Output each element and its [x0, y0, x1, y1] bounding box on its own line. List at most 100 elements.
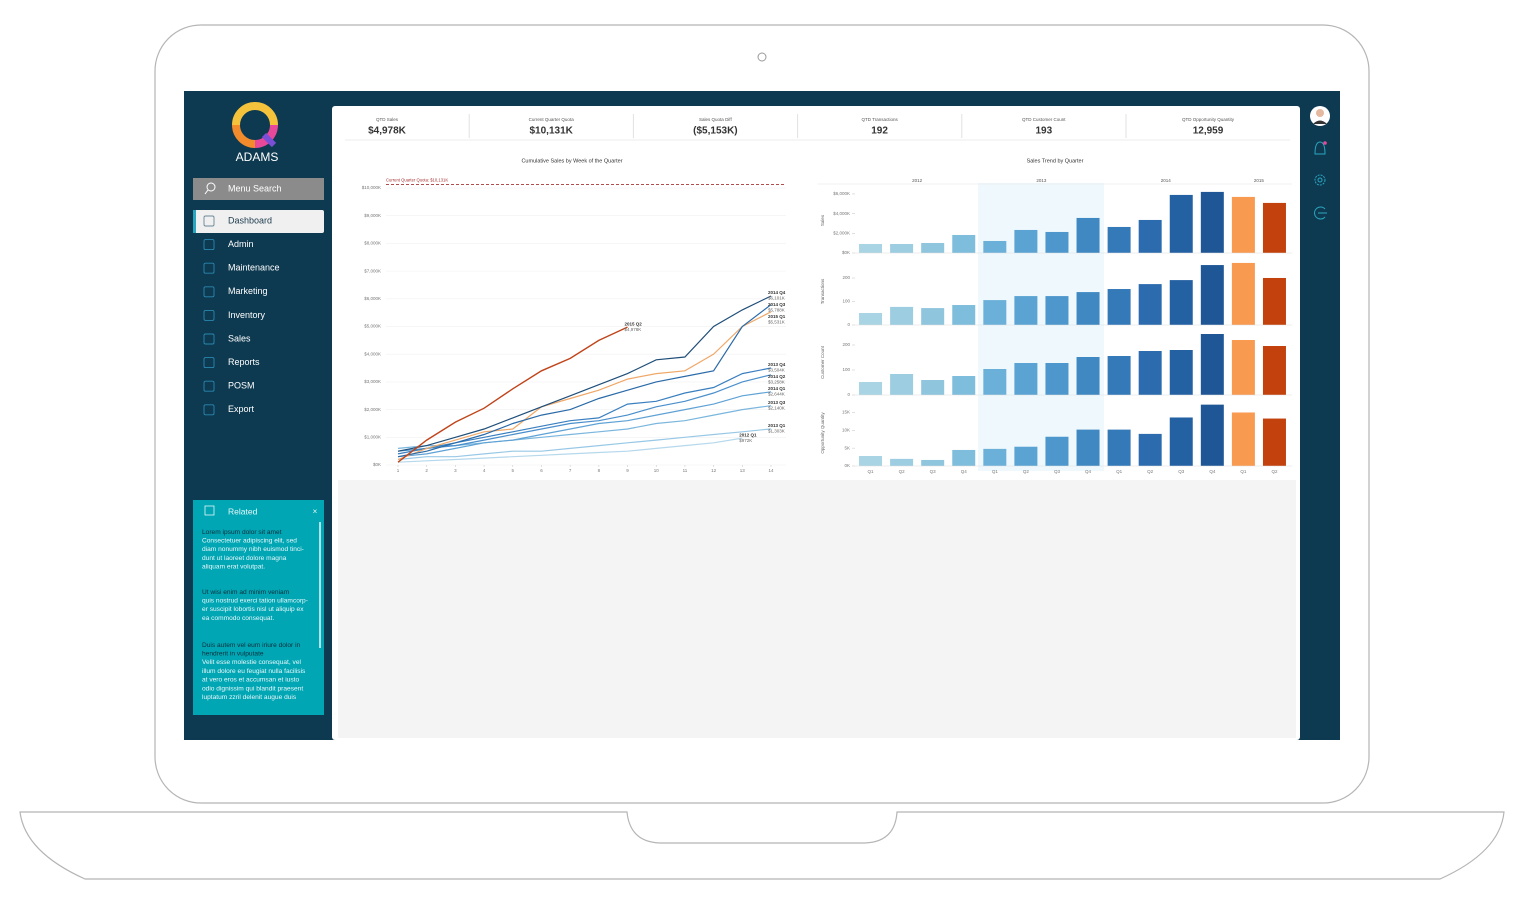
x-tick-label: 6 — [540, 468, 543, 473]
y-tick-label: $2,000K — [364, 407, 381, 412]
related-line: diam nonummy nibh euismod tinci- — [202, 546, 304, 553]
y-tick-label: $10,000K — [362, 185, 381, 190]
search-label: Menu Search — [228, 183, 282, 193]
y-tick-label: $1,000K — [364, 434, 381, 439]
series-label: 2013 Q3 — [768, 400, 786, 405]
series-label: 2012 Q1 — [739, 432, 757, 437]
bell-badge — [1323, 141, 1327, 145]
bar — [1169, 280, 1193, 325]
y-tick-label: $8,000K — [364, 241, 381, 246]
menu-label: POSM — [228, 381, 255, 391]
bar — [1262, 346, 1286, 395]
bar — [952, 449, 976, 466]
kpi-label: QTD Sales — [376, 117, 399, 122]
bar — [1076, 217, 1100, 253]
camera — [757, 52, 767, 62]
bell-icon[interactable] — [1314, 141, 1326, 155]
y-tick-label: $4,000K — [833, 211, 850, 216]
series-line — [397, 428, 772, 461]
related-close[interactable]: × — [313, 507, 318, 516]
bar — [1262, 277, 1286, 325]
bar — [1107, 289, 1131, 325]
group-label: 2014 — [1161, 178, 1172, 183]
bar — [1107, 356, 1131, 395]
related-panel — [193, 500, 324, 715]
x-tick-label: Q4 — [1209, 469, 1216, 474]
panel-axis-title: Transactions — [820, 278, 825, 304]
bar — [859, 243, 883, 253]
x-tick-label: 13 — [740, 468, 746, 473]
related-line: er suscipit lobortis nisl ut aliquip ex — [202, 606, 304, 613]
related-line: hendrerit in vulputate — [202, 650, 264, 657]
bar-chart: Sales Trend by Quarter 2012 2013 2014 2015 Sa… — [818, 158, 1292, 474]
menu-icon — [203, 239, 215, 251]
y-tick-label: 10K — [842, 428, 850, 433]
series-value-label: $6,101K — [768, 296, 785, 301]
y-tick-label: $3,000K — [364, 379, 381, 384]
settings-icon[interactable] — [1314, 174, 1326, 186]
bar — [1262, 202, 1286, 253]
menu-item[interactable] — [193, 375, 324, 398]
brand: ADAMS — [236, 150, 279, 164]
menu-search[interactable] — [193, 178, 324, 200]
x-tick-label: 14 — [768, 468, 774, 473]
bar — [952, 305, 976, 325]
x-tick-label: 11 — [683, 468, 688, 473]
x-tick-label: Q2 — [1147, 469, 1154, 474]
x-tick-label: 8 — [598, 468, 601, 473]
bar — [1138, 284, 1162, 325]
related-line: Duis autem vel eum iriure dolor in — [202, 642, 301, 649]
x-tick-label: 7 — [569, 468, 572, 473]
bar — [1138, 433, 1162, 466]
y-tick-label: 0K — [844, 463, 850, 468]
x-tick-label: 5 — [512, 468, 515, 473]
line-chart: Cumulative Sales by Week of the Quarter $… — [362, 158, 786, 473]
group-label: 2015 — [1254, 178, 1265, 183]
bar — [1231, 196, 1255, 253]
menu-icon — [203, 380, 215, 392]
bar — [890, 458, 914, 466]
menu-icon — [203, 215, 215, 227]
logout-icon[interactable] — [1314, 206, 1327, 220]
menu-item-active[interactable] — [193, 210, 324, 233]
x-tick-label: Q1 — [992, 469, 999, 474]
y-tick-label: $2,000K — [833, 230, 850, 235]
kpi-value: ($5,153K) — [693, 126, 737, 137]
bar — [859, 382, 883, 395]
series-value-label: $3,504K — [768, 368, 785, 373]
menu-item[interactable] — [193, 328, 324, 351]
bar — [921, 242, 945, 253]
series-line — [397, 374, 772, 452]
x-tick-label: 10 — [654, 468, 660, 473]
group-label: 2013 — [1036, 178, 1047, 183]
menu-label: Dashboard — [228, 215, 272, 225]
x-tick-label: Q1 — [1240, 469, 1247, 474]
related-line: luptatum zzril delenit augue duis — [202, 694, 297, 701]
bar — [1200, 191, 1224, 253]
bar — [952, 234, 976, 253]
menu-item[interactable] — [193, 234, 324, 257]
related-line: Lorem ipsum dolor sit amet — [202, 529, 282, 536]
series-label: 2013 Q4 — [768, 362, 786, 367]
y-tick-label: $9,000K — [364, 213, 381, 218]
bar — [921, 380, 945, 395]
kpi-label: QTD Opportunity Quantity — [1182, 117, 1235, 122]
bar — [983, 240, 1007, 253]
x-tick-label: 4 — [483, 468, 486, 473]
panel-axis-title: Opportunity Quantity — [820, 412, 825, 454]
logo — [232, 102, 278, 148]
y-tick-label: 100 — [842, 299, 850, 304]
series-value-label: $4,978K — [625, 327, 642, 332]
bar — [1014, 229, 1038, 253]
y-tick-label: $0K — [373, 462, 381, 467]
menu-item[interactable] — [193, 399, 324, 422]
bar — [1138, 219, 1162, 253]
bar — [921, 308, 945, 325]
chart-title: Cumulative Sales by Week of the Quarter — [521, 158, 622, 164]
x-tick-label: Q3 — [930, 469, 937, 474]
search-icon — [206, 182, 216, 192]
avatar-body — [1313, 120, 1327, 124]
